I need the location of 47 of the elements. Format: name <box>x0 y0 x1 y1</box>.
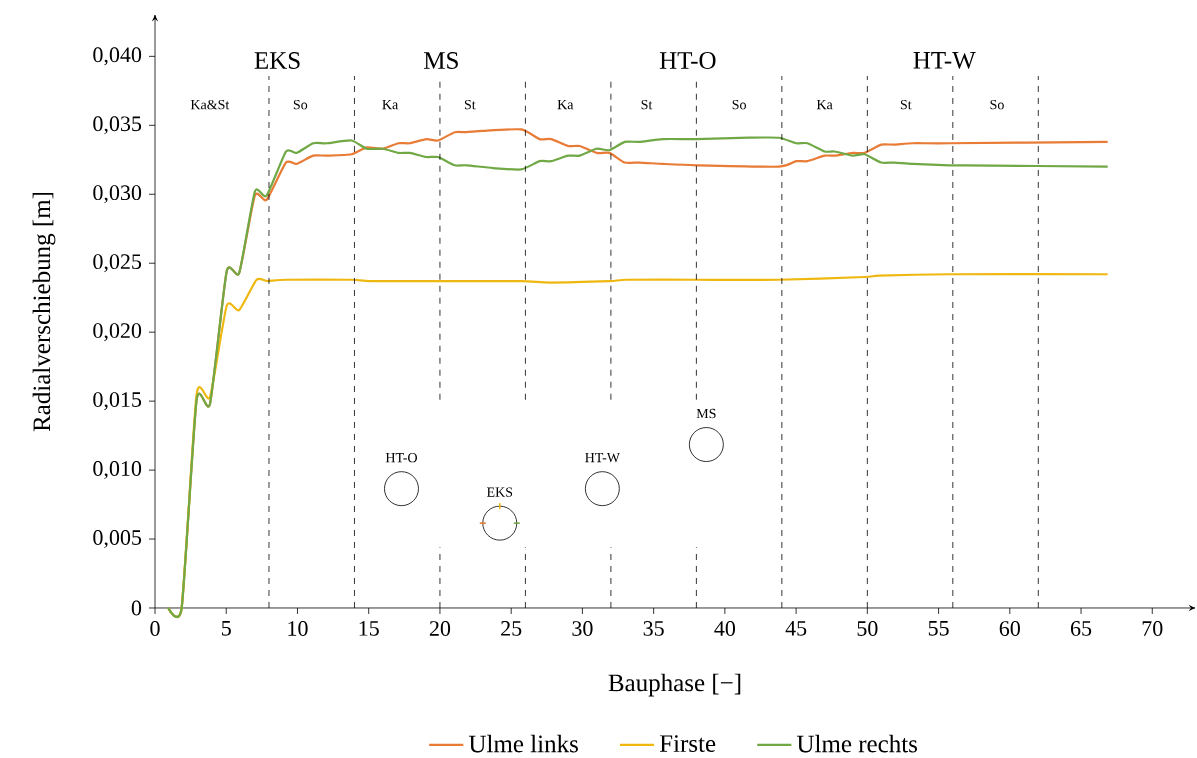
y-tick-label: 0,010 <box>93 461 142 480</box>
y-tick-label: 0,035 <box>93 116 142 135</box>
annotation: So <box>990 99 1004 110</box>
x-tick-label: 65 <box>1070 621 1092 636</box>
x-tick-label: 70 <box>1142 621 1163 636</box>
x-tick-label: 10 <box>288 621 308 636</box>
annotation: HT-W <box>585 452 620 463</box>
x-axis-title: Bauphase [−] <box>608 673 741 697</box>
x-tick-label: 15 <box>359 621 379 636</box>
annotation: St <box>900 99 912 110</box>
x-tick-label: 50 <box>857 621 878 636</box>
annotation: Ka <box>382 99 399 110</box>
y-tick-label: 0,030 <box>93 185 142 204</box>
annotation: EKS <box>254 52 300 69</box>
annotation: So <box>732 99 746 110</box>
x-tick-label: 60 <box>999 621 1020 636</box>
y-tick-label: 0,005 <box>93 530 142 549</box>
y-tick-label: 0,015 <box>93 392 142 411</box>
x-tick-label: 45 <box>785 621 807 636</box>
annotation: Ka&St <box>190 99 230 110</box>
annotation: HT-W <box>913 52 976 69</box>
y-tick-label: 0 <box>131 600 142 616</box>
y-tick-label: 0,025 <box>93 254 142 273</box>
x-tick-label: 40 <box>714 621 736 636</box>
annotation: EKS <box>486 487 513 497</box>
annotation: HT-O <box>659 52 716 69</box>
annotation: St <box>464 99 476 110</box>
annotation: So <box>293 99 308 110</box>
x-tick-label: 0 <box>150 621 160 636</box>
annotation: MS <box>424 52 458 69</box>
annotation: Ka <box>816 99 833 110</box>
x-tick-label: 20 <box>429 621 451 636</box>
annotation: MS <box>696 408 716 419</box>
x-tick-label: 55 <box>928 621 949 636</box>
x-tick-label: 5 <box>222 621 231 636</box>
x-tick-label: 25 <box>501 621 522 636</box>
annotation: St <box>641 99 653 110</box>
annotation: HT-O <box>385 452 417 463</box>
y-axis-title: Radialverschiebung [m] <box>32 192 56 432</box>
legend-label: Firste <box>659 735 716 752</box>
y-tick-label: 0,040 <box>93 47 142 66</box>
annotation: Ka <box>557 99 574 110</box>
legend-label: Ulme rechts <box>796 734 918 753</box>
x-tick-label: 30 <box>572 621 593 636</box>
legend-label: Ulme links <box>468 734 578 753</box>
x-tick-label: 35 <box>643 621 664 636</box>
y-tick-label: 0,020 <box>93 323 142 342</box>
